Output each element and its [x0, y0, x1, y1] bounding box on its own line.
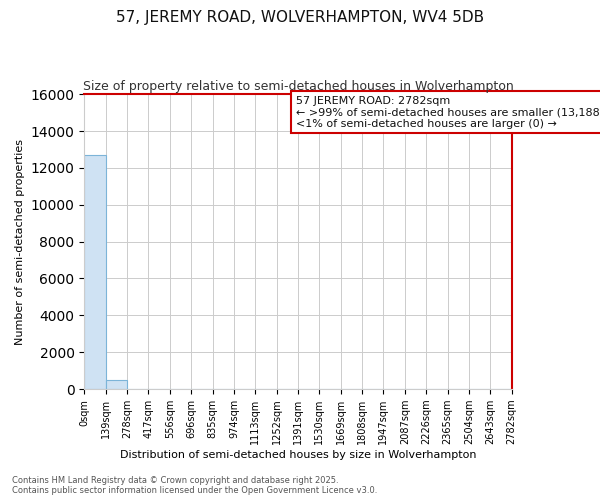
- Text: 57 JEREMY ROAD: 2782sqm
← >99% of semi-detached houses are smaller (13,188)
<1% : 57 JEREMY ROAD: 2782sqm ← >99% of semi-d…: [296, 96, 600, 129]
- X-axis label: Distribution of semi-detached houses by size in Wolverhampton: Distribution of semi-detached houses by …: [120, 450, 476, 460]
- Text: 57, JEREMY ROAD, WOLVERHAMPTON, WV4 5DB: 57, JEREMY ROAD, WOLVERHAMPTON, WV4 5DB: [116, 10, 484, 25]
- Y-axis label: Number of semi-detached properties: Number of semi-detached properties: [15, 138, 25, 344]
- Bar: [84, 155, 106, 389]
- Text: Contains HM Land Registry data © Crown copyright and database right 2025.
Contai: Contains HM Land Registry data © Crown c…: [12, 476, 377, 495]
- Bar: [106, 380, 127, 389]
- Title: Size of property relative to semi-detached houses in Wolverhampton: Size of property relative to semi-detach…: [83, 80, 514, 93]
